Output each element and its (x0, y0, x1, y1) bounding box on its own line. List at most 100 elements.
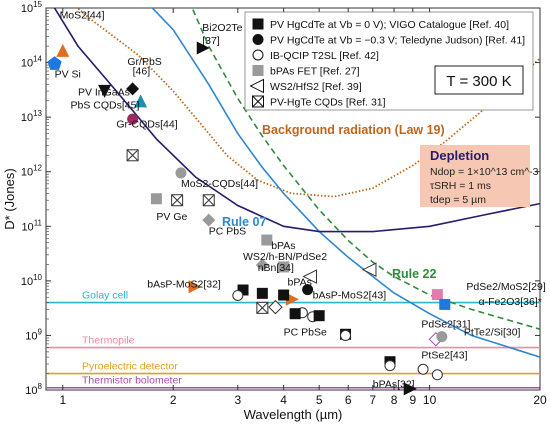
data-point (47, 56, 62, 70)
x-tick-label: 4 (280, 393, 287, 407)
temperature-box: T = 300 K (434, 65, 524, 95)
curve-0 (75, 8, 540, 198)
data-point (431, 289, 443, 301)
point-label: bAsP-MoS2[43] (313, 289, 387, 301)
x-tick-label: 8 (391, 393, 398, 407)
data-point (237, 284, 249, 296)
y-tick-label: 1010 (21, 273, 43, 288)
data-point (232, 289, 244, 301)
data-point (417, 363, 429, 375)
curve-label-background: Background radiation (Law 19) (262, 123, 445, 137)
legend-entry-label: PV HgCdTe at Vb = −0.3 V; Teledyne Judso… (270, 35, 525, 47)
data-point (431, 369, 443, 381)
point-label: Gr-CQDs[44] (116, 118, 177, 130)
data-point (171, 194, 184, 207)
data-point (202, 213, 216, 227)
point-label: Bi2O2Te (202, 22, 242, 34)
curve-label-rule07: Rule 07 (222, 215, 267, 229)
point-label: bPAs[32] (373, 379, 415, 391)
y-tick-label: 1015 (21, 0, 43, 15)
data-point (126, 82, 140, 96)
data-point (134, 94, 148, 108)
legend-marker (252, 95, 264, 108)
point-label: MoS2-CQDs[44] (181, 178, 258, 190)
reference-lines (46, 301, 540, 389)
y-axis-label: D* (Jones) (2, 168, 17, 229)
data-point (175, 167, 187, 179)
y-tick-label: 1012 (21, 164, 43, 179)
data-point (436, 331, 448, 343)
reference-line-label: Pyroelectric detector (82, 361, 178, 373)
point-label: Gr/PbS (127, 56, 161, 68)
point-label: bPAs (271, 240, 295, 252)
x-tick-label: 6 (345, 393, 352, 407)
data-point (340, 329, 352, 341)
reference-line-label: Thermistor bolometer (82, 375, 182, 387)
depletion-tdep: tdep = 5 µm (430, 194, 486, 206)
x-tick-label: 1 (59, 393, 66, 407)
data-point (285, 292, 299, 306)
x-axis-label: Wavelength (µm) (244, 407, 343, 422)
data-points (47, 41, 451, 396)
point-label: PC PbSe (284, 326, 327, 338)
point-label: PtTe2/Si[30] (464, 326, 521, 338)
curve-label-rule22: Rule 22 (392, 267, 437, 281)
data-point (188, 280, 202, 294)
depletion-box: Depletion Ndop = 1×10^13 cm^-3 τSRH = 1 … (420, 145, 539, 207)
x-tick-label: 7 (369, 393, 376, 407)
reference-line-label: Golay cell (82, 290, 128, 302)
temperature-label: T = 300 K (446, 73, 511, 90)
curve-3 (53, 8, 540, 233)
data-point (302, 269, 317, 284)
point-labels: Golay cell Thermopile Pyroelectric detecto… (55, 10, 546, 391)
data-point (403, 382, 417, 396)
point-label: nBn[34] (258, 262, 294, 274)
x-tick-label: 2 (170, 393, 177, 407)
x-tick-label: 9 (409, 393, 416, 407)
depletion-title: Depletion (430, 148, 489, 163)
point-label: PdSe2[31] (421, 318, 470, 330)
point-label: PbS CQDs[45] (71, 99, 140, 111)
data-point (98, 84, 112, 98)
y-tick-label: 1013 (21, 109, 43, 124)
point-label: PtSe2[43] (421, 349, 467, 361)
point-label: PdSe2/MoS2[29] (466, 281, 545, 293)
data-point (261, 234, 273, 246)
y-tick-label: 108 (25, 382, 42, 397)
point-label: WS2/h-BN/PdSe2 (243, 251, 327, 263)
legend-marker (252, 18, 264, 30)
data-point (302, 284, 314, 296)
point-label: PV Ge (156, 211, 187, 223)
data-point (127, 113, 139, 125)
legend-marker (252, 65, 264, 76)
data-point (268, 299, 283, 315)
legend-entry-label: PV-HgTe CQDs [Ref. 31] (270, 97, 386, 109)
data-point (361, 262, 377, 278)
data-point (150, 193, 162, 205)
data-point (255, 258, 269, 272)
legend-entry-label: IB-QCIP T2SL [Ref. 42] (270, 50, 379, 62)
legend-marker (249, 78, 264, 94)
point-label: bPAs (288, 276, 312, 288)
x-tick-label: 10 (423, 393, 437, 407)
point-label: [37] (202, 35, 220, 47)
reference-line-label: Thermopile (82, 335, 135, 347)
data-point (256, 287, 268, 299)
x-tick-label: 5 (316, 393, 323, 407)
y-tick-label: 1011 (21, 218, 42, 233)
x-tick-label: 3 (234, 393, 241, 407)
data-point (256, 301, 269, 314)
legend: PV HgCdTe at Vb = 0 V); VIGO Catalogue [… (244, 11, 534, 111)
data-point (126, 149, 139, 162)
point-label: α-Fe2O3[36]* (479, 296, 542, 308)
point-label: PV Si (55, 69, 81, 81)
data-point (278, 261, 290, 273)
legend-marker (252, 49, 264, 61)
data-point (278, 289, 290, 301)
data-point (56, 43, 70, 57)
legend-entry-label: PV HgCdTe at Vb = 0 V); VIGO Catalogue [… (270, 19, 509, 31)
depletion-ndop: Ndop = 1×10^13 cm^-3 (430, 166, 539, 178)
depletion-tau: τSRH = 1 ms (430, 180, 491, 192)
data-point (439, 298, 451, 310)
